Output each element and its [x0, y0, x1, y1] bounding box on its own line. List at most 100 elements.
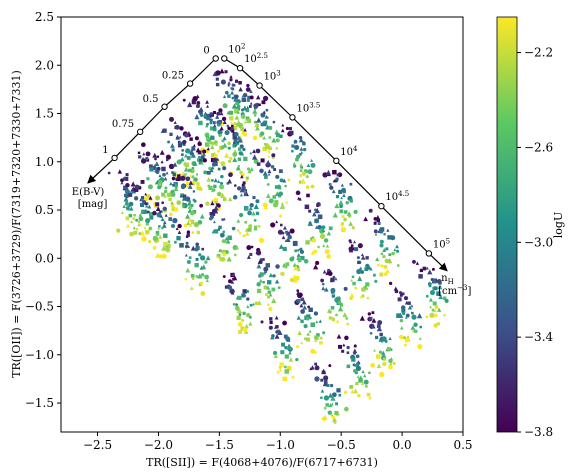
data-point [388, 253, 392, 257]
data-point [180, 175, 186, 181]
data-point [443, 296, 447, 300]
data-point [217, 228, 221, 231]
data-point [339, 204, 343, 209]
data-point [177, 174, 181, 178]
data-point [387, 257, 393, 264]
data-point [262, 170, 268, 176]
data-point [187, 184, 193, 189]
data-point [222, 136, 227, 141]
data-point [329, 185, 334, 190]
data-point [246, 83, 250, 88]
data-point [444, 298, 449, 303]
data-point [145, 218, 151, 224]
data-point [306, 337, 311, 342]
data-point [322, 414, 328, 420]
data-point [154, 180, 159, 185]
density-step-label: 104 [340, 145, 358, 158]
data-point [137, 220, 140, 224]
data-point [344, 210, 348, 214]
data-point [339, 303, 344, 307]
data-point [139, 223, 142, 226]
data-point [336, 388, 341, 393]
data-point [379, 332, 383, 337]
data-point [296, 290, 301, 295]
data-point [200, 273, 205, 277]
data-point [199, 255, 206, 261]
data-point [233, 96, 238, 102]
data-point [327, 268, 330, 272]
data-point [176, 200, 182, 205]
data-point [227, 81, 231, 85]
data-point [230, 90, 234, 95]
data-point [247, 227, 252, 232]
data-point [330, 277, 335, 282]
data-point [183, 223, 188, 228]
data-point [293, 240, 298, 246]
data-point [182, 204, 186, 208]
data-point [365, 256, 369, 260]
data-point [170, 203, 175, 208]
data-point [116, 228, 121, 233]
data-point [215, 114, 220, 119]
data-point [363, 288, 367, 292]
data-point [315, 225, 319, 229]
data-point [299, 174, 302, 177]
data-point [326, 384, 330, 387]
data-point [224, 70, 228, 74]
data-point [263, 285, 268, 290]
data-point [249, 151, 253, 155]
data-point [187, 101, 193, 108]
y-tick-label: −1.5 [25, 396, 54, 410]
data-point [261, 100, 266, 105]
data-point [211, 153, 216, 158]
data-point [334, 203, 340, 209]
data-point [215, 82, 220, 87]
data-point [284, 265, 288, 269]
data-point [232, 126, 237, 131]
data-point [302, 305, 308, 310]
data-point [238, 86, 243, 92]
data-point [180, 184, 186, 190]
data-point [220, 161, 226, 167]
data-point [269, 317, 273, 321]
data-point [355, 354, 360, 359]
data-point [433, 286, 438, 291]
data-point [216, 111, 221, 116]
data-point [375, 256, 380, 262]
data-point [241, 97, 247, 102]
data-point [200, 161, 204, 165]
data-point [298, 137, 304, 143]
data-point [245, 108, 250, 113]
data-point [361, 287, 366, 292]
density-vector-line [223, 57, 448, 272]
data-point [357, 260, 361, 265]
data-point [204, 142, 210, 147]
data-point [209, 126, 214, 131]
data-point [179, 194, 184, 198]
data-point [269, 320, 273, 324]
data-point [242, 289, 247, 294]
data-point [370, 362, 376, 368]
data-point [317, 224, 322, 230]
data-point [354, 286, 358, 290]
data-point [346, 364, 351, 369]
data-point [240, 318, 245, 323]
data-point [279, 169, 283, 174]
data-point [318, 319, 322, 323]
data-point [180, 153, 184, 157]
data-point [162, 128, 167, 133]
plot-frame [60, 16, 464, 433]
data-point [367, 312, 372, 316]
data-point [223, 239, 227, 244]
data-point [123, 185, 127, 189]
data-point [287, 178, 291, 182]
data-point [266, 115, 270, 119]
data-point [128, 193, 133, 197]
data-point [218, 225, 222, 230]
data-point [134, 184, 140, 190]
scatter-points [107, 68, 449, 424]
data-point [374, 335, 379, 340]
data-point [271, 153, 276, 158]
data-point [222, 252, 227, 257]
data-point [291, 375, 295, 379]
